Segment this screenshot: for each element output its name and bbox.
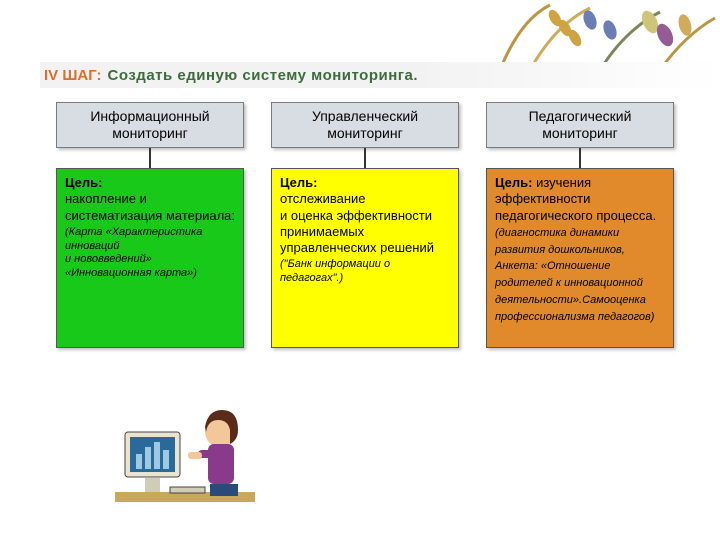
column-2: Педагогический мониторинг Цель: изучения…	[480, 102, 680, 348]
goal-label: Цель:	[65, 175, 102, 190]
slide-title: IV ШАГ: Создать единую систему мониторин…	[40, 62, 720, 88]
header-text: Управленческий мониторинг	[276, 108, 454, 142]
goal-note: (диагностика динамики развития дошкольни…	[495, 227, 654, 323]
clipart-person-computer	[110, 392, 260, 522]
column-0: Информационный мониторинг Цель: накоплен…	[50, 102, 250, 348]
goal-main: накопление и систематизация материала:	[65, 191, 235, 222]
goal-box-2: Цель: изучения эффективности педагогичес…	[486, 168, 674, 348]
header-box-1: Управленческий мониторинг	[271, 102, 459, 148]
decorative-foliage	[460, 0, 720, 70]
goal-main: отслеживаниеи оценка эффективности прини…	[280, 191, 434, 255]
goal-label: Цель:	[280, 175, 317, 190]
header-text: Информационный мониторинг	[61, 108, 239, 142]
goal-box-1: Цель: отслеживаниеи оценка эффективности…	[271, 168, 459, 348]
title-step: IV ШАГ:	[44, 67, 102, 84]
goal-note: ("Банк информации о педагогах".)	[280, 258, 450, 286]
title-text: Создать единую систему мониторинга.	[108, 67, 418, 84]
header-text: Педагогический мониторинг	[491, 108, 669, 142]
header-box-2: Педагогический мониторинг	[486, 102, 674, 148]
goal-box-0: Цель: накопление и систематизация матери…	[56, 168, 244, 348]
connector-0	[149, 148, 151, 168]
connector-1	[364, 148, 366, 168]
columns-container: Информационный мониторинг Цель: накоплен…	[50, 102, 680, 348]
connector-2	[579, 148, 581, 168]
goal-note: (Карта «Характеристика инновацийи нововв…	[65, 226, 235, 281]
goal-label: Цель:	[495, 175, 532, 190]
header-box-0: Информационный мониторинг	[56, 102, 244, 148]
column-1: Управленческий мониторинг Цель: отслежив…	[265, 102, 465, 348]
